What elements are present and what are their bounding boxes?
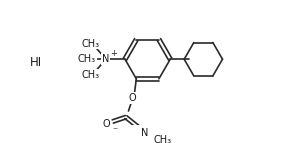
- Text: CH₃: CH₃: [81, 70, 99, 80]
- Text: ⁻: ⁻: [112, 126, 117, 136]
- Text: O: O: [129, 93, 137, 103]
- Text: CH₃: CH₃: [153, 135, 171, 143]
- Text: N: N: [141, 128, 149, 138]
- Text: CH₃: CH₃: [81, 38, 99, 48]
- Text: N: N: [102, 54, 110, 64]
- Text: CH₃: CH₃: [78, 54, 96, 64]
- Text: HI: HI: [30, 56, 42, 69]
- Text: O: O: [103, 119, 110, 129]
- Text: +: +: [110, 49, 117, 58]
